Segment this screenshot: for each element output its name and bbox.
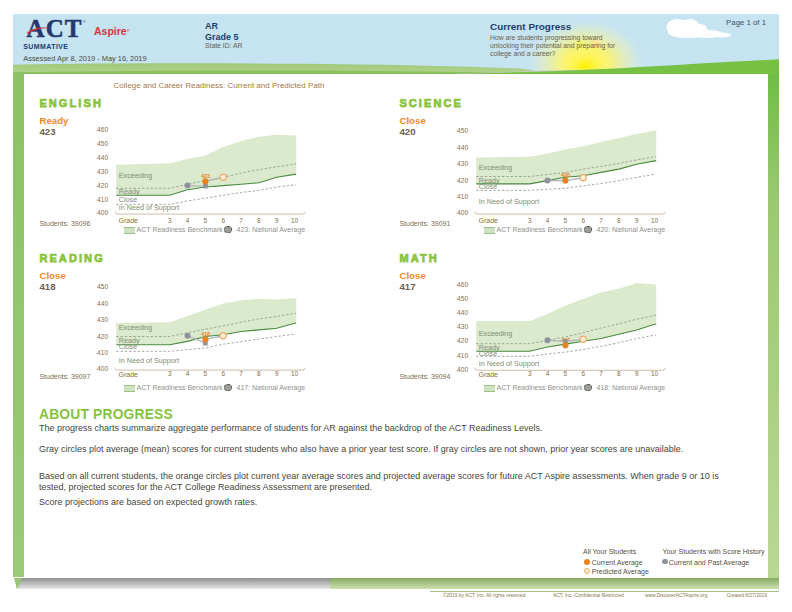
svg-text:423: 423 (201, 173, 210, 179)
svg-text:418: 418 (201, 331, 210, 337)
svg-text:420: 420 (561, 172, 570, 178)
